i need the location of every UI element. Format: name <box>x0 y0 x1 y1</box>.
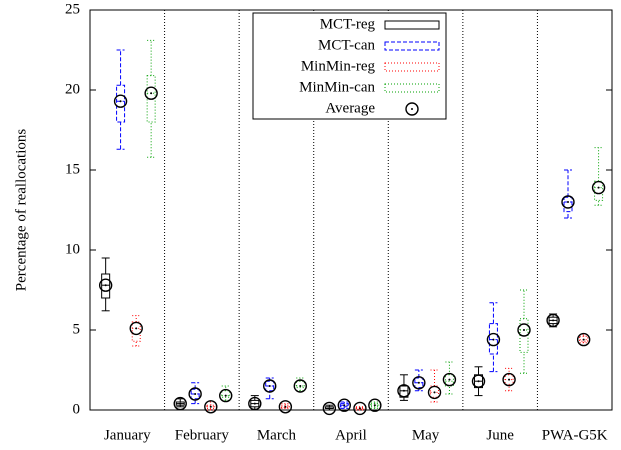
mean-dot <box>135 327 138 330</box>
mean-dot <box>373 404 376 407</box>
y-tick-label: 10 <box>65 241 80 257</box>
mean-dot <box>582 338 585 341</box>
mean-dot <box>433 391 436 394</box>
plot-frame <box>89 9 613 411</box>
mean-marker <box>397 384 411 398</box>
legend-swatch <box>384 83 440 93</box>
mean-marker <box>591 180 606 195</box>
box <box>280 404 290 409</box>
box <box>146 75 156 123</box>
box <box>444 374 454 387</box>
mean-marker <box>188 387 202 401</box>
mean-marker <box>144 86 158 100</box>
mean-marker <box>353 401 367 416</box>
legend-swatch <box>384 62 440 72</box>
legend-swatch <box>411 108 413 110</box>
mean-marker <box>98 278 113 292</box>
x-tick-label: June <box>486 427 514 443</box>
x-tick-label: PWA-G5K <box>542 427 608 443</box>
mean-dot <box>224 394 227 397</box>
y-tick-label: 5 <box>73 321 81 337</box>
legend-label: MCT-can <box>318 37 375 53</box>
mean-dot <box>253 402 256 405</box>
legend-swatch <box>384 20 440 30</box>
legend-swatch <box>384 41 440 51</box>
mean-marker <box>368 398 382 412</box>
box <box>295 380 305 389</box>
mean-marker <box>173 396 187 411</box>
mean-dot <box>358 407 361 410</box>
box <box>594 180 604 201</box>
mean-marker <box>486 332 501 347</box>
mean-dot <box>194 393 197 395</box>
box <box>131 321 141 342</box>
mean-marker <box>412 376 426 390</box>
mean-dot <box>104 284 107 287</box>
box <box>488 323 498 355</box>
mean-marker <box>576 332 591 347</box>
y-axis-label: Percentage of reallocations <box>13 129 29 292</box>
y-tick-label: 25 <box>65 1 80 17</box>
mean-marker <box>293 379 307 393</box>
mean-dot <box>268 385 271 387</box>
mean-dot <box>284 405 287 408</box>
x-tick-label: January <box>104 427 151 443</box>
mean-marker <box>502 372 516 387</box>
mean-marker <box>278 400 293 414</box>
mean-dot <box>508 378 511 381</box>
mean-marker <box>337 398 351 412</box>
box <box>206 404 216 409</box>
box <box>579 335 589 342</box>
mean-dot <box>328 407 331 410</box>
mean-marker <box>113 94 128 108</box>
box <box>370 403 380 408</box>
legend-swatch <box>405 102 419 116</box>
mean-dot <box>492 338 495 341</box>
legend-label: Average <box>325 100 375 116</box>
mean-dot <box>119 100 122 103</box>
mean-marker <box>442 372 457 387</box>
box <box>116 84 126 123</box>
legend-label: MinMin-reg <box>301 58 376 74</box>
mean-dot <box>523 329 526 331</box>
mean-dot <box>567 201 570 203</box>
mean-marker <box>263 379 277 393</box>
box <box>563 196 573 213</box>
mean-marker <box>129 321 143 336</box>
legend-label: MCT-reg <box>320 16 376 32</box>
box <box>519 318 529 353</box>
x-tick-label: March <box>257 427 297 443</box>
mean-dot <box>402 389 405 392</box>
y-tick-label: 0 <box>73 401 81 417</box>
mean-marker <box>219 388 233 403</box>
mean-marker <box>322 401 337 416</box>
mean-dot <box>209 405 212 408</box>
x-tick-label: May <box>412 427 440 443</box>
mean-dot <box>597 186 600 189</box>
legend-frame <box>252 12 447 120</box>
mean-dot <box>343 404 346 407</box>
mean-dot <box>477 380 480 383</box>
mean-marker <box>204 400 218 414</box>
box <box>221 390 231 398</box>
mean-marker <box>546 313 560 328</box>
mean-marker <box>248 396 262 411</box>
mean-dot <box>552 319 555 322</box>
x-tick-label: February <box>175 427 230 443</box>
box <box>101 273 111 299</box>
x-tick-label: April <box>335 427 367 443</box>
mean-dot <box>448 378 451 381</box>
mean-marker <box>517 323 531 337</box>
mean-dot <box>150 92 153 95</box>
mean-dot <box>417 381 420 384</box>
y-tick-label: 20 <box>65 81 80 97</box>
mean-marker <box>427 385 442 400</box>
mean-dot <box>179 402 182 405</box>
y-tick-label: 15 <box>65 161 80 177</box>
legend-label: MinMin-can <box>299 79 375 95</box>
mean-marker <box>561 195 575 209</box>
mean-dot <box>299 385 302 387</box>
mean-marker <box>471 374 486 388</box>
